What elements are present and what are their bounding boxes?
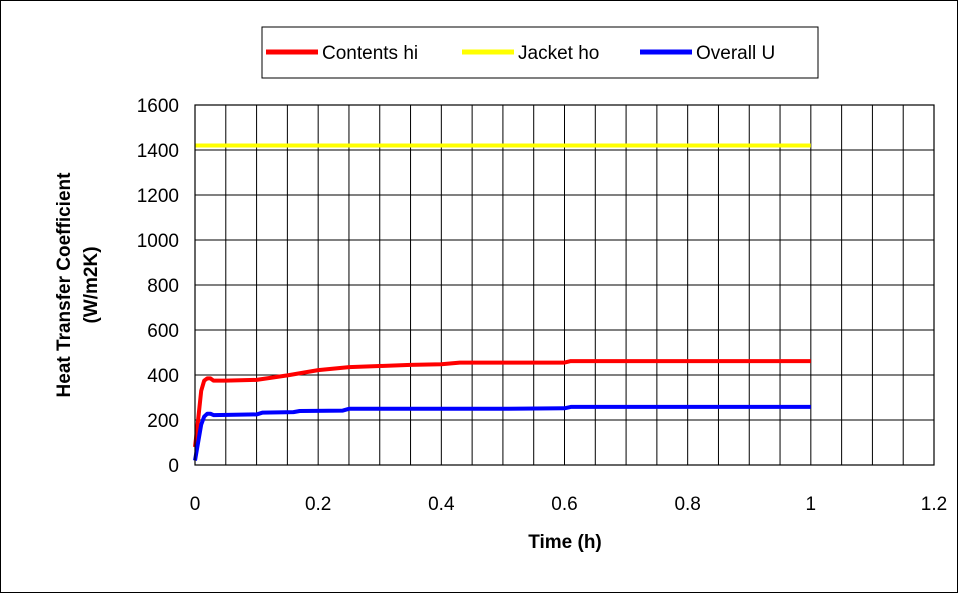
y-tick-label: 1200 [137,186,179,207]
legend-label-overall-u: Overall U [696,43,775,64]
y-tick-label: 1600 [137,96,179,117]
y-tick-label: 600 [147,321,179,342]
series-line-overall-u [193,404,811,461]
y-tick-label: 200 [147,411,179,432]
x-tick-label: 0 [190,494,201,515]
x-axis-title: Time (h) [528,532,602,553]
x-tick-label: 0.8 [674,494,700,515]
y-tick-label: 800 [147,276,179,297]
plot-area-border [194,104,935,466]
x-tick-labels: 0 0.2 0.4 0.6 0.8 1 1.2 [190,494,948,515]
x-tick-label: 0.4 [428,494,455,515]
x-tick-label: 1 [806,494,817,515]
y-tick-label: 1400 [137,141,179,162]
legend-box [261,26,819,79]
legend-label-contents-hi: Contents hi [322,43,418,64]
grid [195,105,934,465]
y-tick-label: 400 [147,366,179,387]
legend-label-jacket-ho: Jacket ho [518,43,599,64]
series-lines [193,143,811,461]
y-axis-title-line1: Heat Transfer Coefficient [54,172,75,398]
x-tick-label: 1.2 [921,494,947,515]
series-line-contents-hi [193,359,811,448]
y-tick-labels: 0 200 400 600 800 1000 1200 1400 1600 [137,96,179,477]
x-tick-label: 0.6 [551,494,577,515]
y-axis-title-line2: (W/m2K) [81,246,102,323]
x-tick-label: 0.2 [305,494,331,515]
y-tick-label: 1000 [137,231,179,252]
legend: Contents hi Jacket ho Overall U [261,26,819,79]
y-tick-label: 0 [168,456,179,477]
